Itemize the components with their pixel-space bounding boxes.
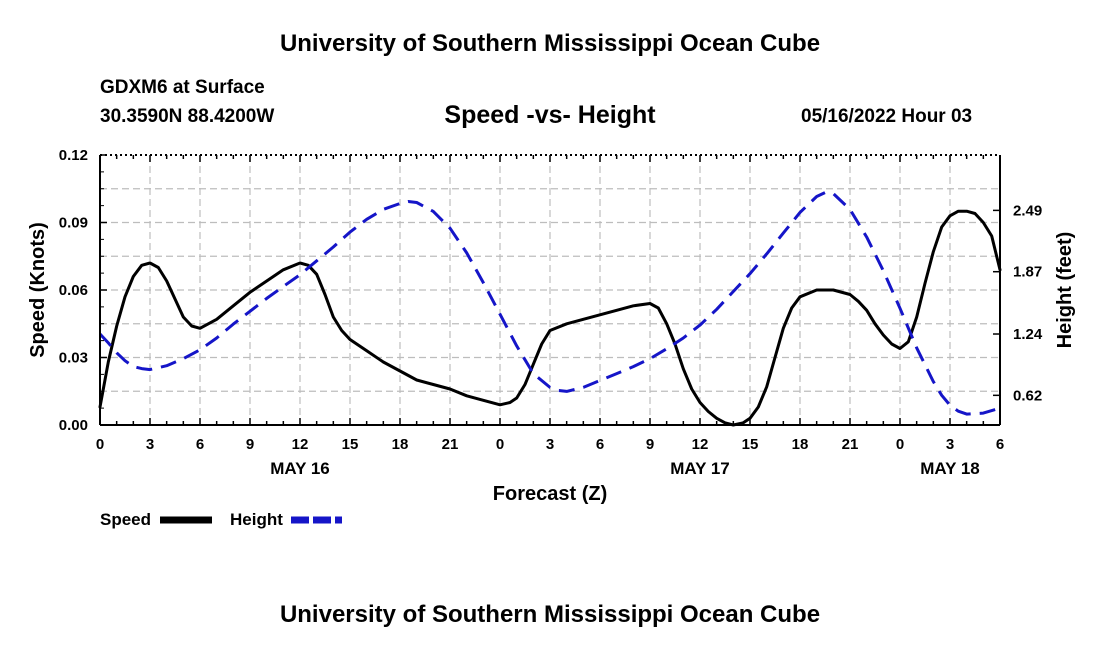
y-right-tick-label: 2.49 <box>1013 202 1042 219</box>
y-right-tick-label: 0.62 <box>1013 387 1042 404</box>
chart-series <box>98 191 1002 427</box>
x-tick-label: 21 <box>842 436 859 453</box>
x-tick-label: 15 <box>342 436 359 453</box>
y-right-tick-label: 1.24 <box>1013 326 1043 343</box>
x-tick-label: 12 <box>292 436 309 453</box>
legend-label-speed: Speed <box>100 510 151 529</box>
page-title: University of Southern Mississippi Ocean… <box>279 30 821 57</box>
x-tick-label: 3 <box>546 436 554 453</box>
forecast-datetime: 05/16/2022 Hour 03 <box>801 106 973 127</box>
station-coordinates: 30.3590N 88.4200W <box>100 106 275 127</box>
x-tick-label: 6 <box>996 436 1004 453</box>
y-left-tick-label: 0.12 <box>59 147 88 164</box>
chart-legend: Speed Height <box>100 510 342 529</box>
series-line-speed <box>98 209 1002 427</box>
x-tick-label: 0 <box>896 436 904 453</box>
x-tick-label: 6 <box>196 436 204 453</box>
y-left-tick-label: 0.03 <box>59 350 88 367</box>
x-tick-label: 21 <box>442 436 459 453</box>
y-left-axis-title: Speed (Knots) <box>27 222 49 358</box>
x-tick-label: 18 <box>392 436 409 453</box>
x-tick-label: 18 <box>792 436 809 453</box>
date-label: MAY 18 <box>920 459 980 478</box>
chart-title: Speed -vs- Height <box>444 101 656 129</box>
y-right-axis-title: Height (feet) <box>1054 232 1076 349</box>
footer-title: University of Southern Mississippi Ocean… <box>279 601 821 628</box>
x-tick-label: 6 <box>596 436 604 453</box>
y-left-tick-label: 0.09 <box>59 215 88 232</box>
y-left-tick-label: 0.06 <box>59 282 88 299</box>
x-tick-label: 9 <box>646 436 654 453</box>
chart-grid <box>100 155 1000 425</box>
x-tick-label: 0 <box>96 436 104 453</box>
x-tick-label: 3 <box>946 436 954 453</box>
x-tick-label: 15 <box>742 436 759 453</box>
chart-ticks <box>99 154 1001 426</box>
series-line-height <box>98 191 1001 416</box>
x-tick-label: 12 <box>692 436 709 453</box>
y-left-tick-label: 0.00 <box>59 417 88 434</box>
station-label: GDXM6 at Surface <box>100 77 265 98</box>
x-tick-label: 9 <box>246 436 254 453</box>
chart-labels: 0 3 6 9 12 15 18 21 0 3 6 9 12 15 18 21 0 3 6 MAY 16 MAY 17 M… <box>27 147 1076 505</box>
legend-label-height: Height <box>230 510 283 529</box>
date-label: MAY 17 <box>670 459 730 478</box>
date-label: MAY 16 <box>270 459 330 478</box>
x-tick-label: 3 <box>146 436 154 453</box>
y-right-tick-label: 1.87 <box>1013 264 1042 281</box>
x-axis-title: Forecast (Z) <box>493 483 607 505</box>
x-tick-label: 0 <box>496 436 504 453</box>
